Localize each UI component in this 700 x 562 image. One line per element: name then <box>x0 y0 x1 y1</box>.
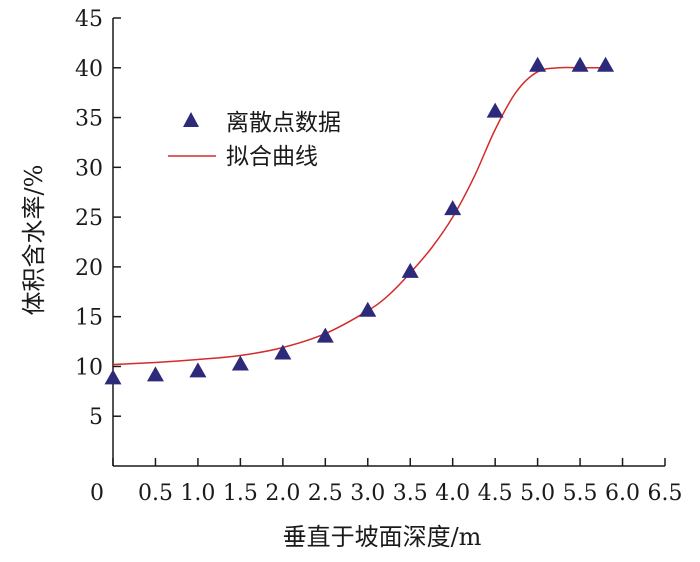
data-point <box>444 200 462 216</box>
x-tick-label: 4.5 <box>478 481 513 506</box>
data-point <box>189 362 207 378</box>
x-tick-label: 5.0 <box>520 481 555 506</box>
x-ticks: 0 0.5 1.0 1.5 2.0 2.5 3.0 3.5 4.0 4.5 5.0 5.5 6.0 6.5 <box>90 458 683 506</box>
fitted-curve <box>112 66 606 366</box>
y-tick-label: 15 <box>75 306 103 331</box>
data-point <box>316 327 334 343</box>
legend-marker-triangle <box>183 112 199 127</box>
x-tick-label: 3.0 <box>350 481 385 506</box>
data-point <box>401 262 419 278</box>
x-tick-label: 0 <box>90 481 104 506</box>
x-tick-label: 4.0 <box>435 481 470 506</box>
y-tick-label: 20 <box>75 256 103 281</box>
y-tick-label: 45 <box>75 7 103 32</box>
data-point <box>359 301 377 317</box>
y-tick-label: 35 <box>75 107 103 132</box>
data-point <box>571 56 589 72</box>
y-tick-label: 30 <box>75 156 103 181</box>
y-tick-label: 5 <box>89 405 103 430</box>
y-ticks: 5 10 15 20 25 30 35 40 45 <box>75 7 121 430</box>
data-point <box>597 56 615 72</box>
y-tick-label: 10 <box>75 355 103 380</box>
x-axis-title: 垂直于坡面深度/m <box>283 523 482 551</box>
x-tick-label: 3.5 <box>393 481 428 506</box>
plot-area <box>112 18 665 467</box>
x-tick-label: 2.5 <box>308 481 343 506</box>
x-tick-label: 1.0 <box>180 481 215 506</box>
x-tick-label: 0.5 <box>138 481 173 506</box>
legend-label-curve: 拟合曲线 <box>226 144 318 170</box>
data-point <box>486 102 504 118</box>
x-tick-label: 1.5 <box>223 481 258 506</box>
data-point <box>146 366 164 382</box>
data-point <box>274 344 292 360</box>
x-tick-label: 2.0 <box>265 481 300 506</box>
x-tick-label: 6.5 <box>648 481 683 506</box>
legend-label-points: 离散点数据 <box>226 110 341 136</box>
y-tick-label: 40 <box>75 57 103 82</box>
y-axis-title: 体积含水率/% <box>20 165 48 316</box>
data-point <box>104 369 122 385</box>
series-layer <box>104 56 615 385</box>
y-tick-label: 25 <box>75 206 103 231</box>
x-tick-label: 6.0 <box>605 481 640 506</box>
data-point <box>231 355 249 371</box>
x-tick-label: 5.5 <box>563 481 598 506</box>
legend: 离散点数据 拟合曲线 <box>168 110 341 170</box>
data-point <box>529 56 547 72</box>
